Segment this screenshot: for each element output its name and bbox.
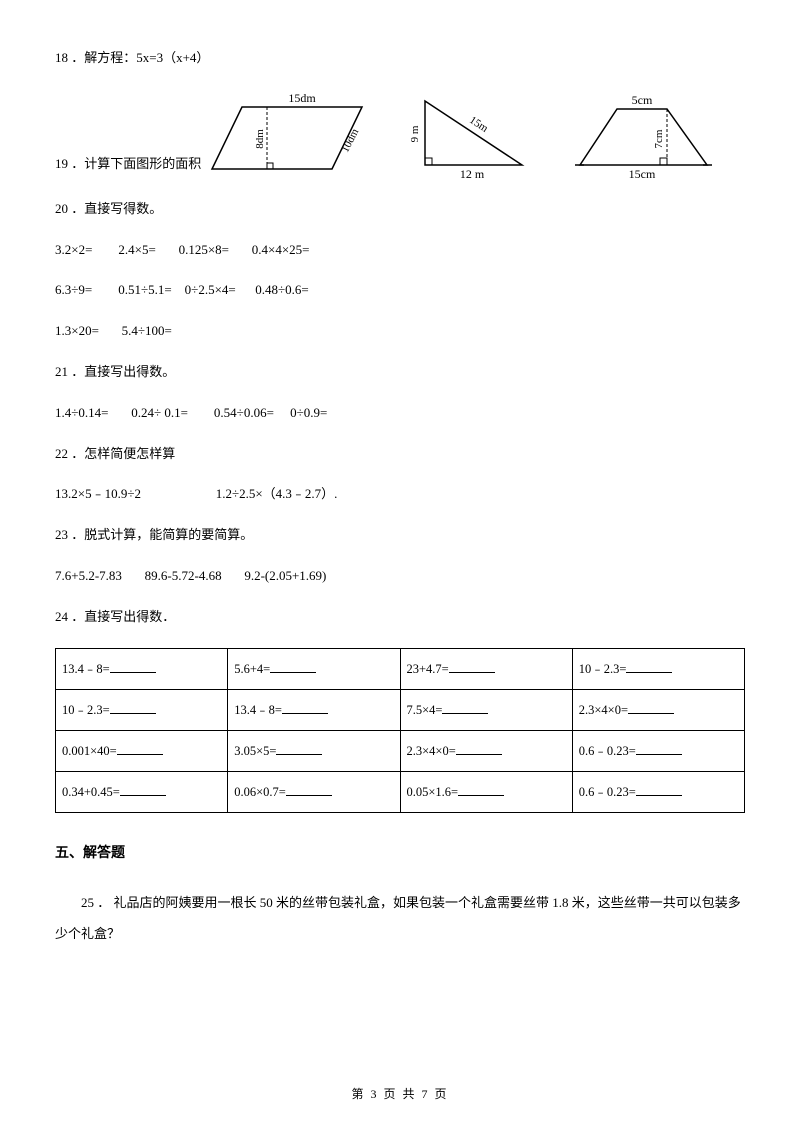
section-5-heading: 五、解答题 — [55, 843, 745, 865]
table-cell: 0.6﹣0.23= — [572, 771, 744, 812]
table-cell: 0.6﹣0.23= — [572, 730, 744, 771]
trap-top-label: 5cm — [632, 93, 653, 107]
q25-text: 25 ． 礼品店的阿姨要用一根长 50 米的丝带包装礼盒，如果包装一个礼盒需要丝… — [55, 887, 745, 949]
table-row: 13.4﹣8= 5.6+4= 23+4.7= 10﹣2.3= — [56, 648, 745, 689]
answer-blank[interactable] — [270, 661, 316, 673]
cell-expression: 13.4﹣8= — [234, 703, 282, 717]
answer-blank[interactable] — [120, 784, 166, 796]
q23-label: 23 ．脱式计算，能简算的要简算。 — [55, 527, 253, 542]
cell-expression: 0.6﹣0.23= — [579, 785, 636, 799]
question-19: 19 ．计算下面图形的面积 15dm 8dm 10dm 9 m 15m 12 m… — [55, 89, 745, 179]
para-right-label: 10dm — [340, 126, 362, 154]
q22-label: 22 ．怎样简便怎样算 — [55, 446, 175, 461]
q20-row3: 1.3×20= 5.4÷100= — [55, 321, 745, 342]
q21-label: 21 ．直接写出得数。 — [55, 364, 175, 379]
table-cell: 2.3×4×0= — [572, 689, 744, 730]
answer-blank[interactable] — [626, 661, 672, 673]
para-height-label: 8dm — [254, 129, 266, 149]
answer-blank[interactable] — [628, 702, 674, 714]
cell-expression: 23+4.7= — [407, 662, 449, 676]
answer-blank[interactable] — [636, 743, 682, 755]
q18-text: 18 ．解方程：5x=3（x+4） — [55, 50, 209, 65]
answer-blank[interactable] — [282, 702, 328, 714]
question-23: 23 ．脱式计算，能简算的要简算。 — [55, 525, 745, 546]
table-cell: 13.4﹣8= — [228, 689, 400, 730]
table-cell: 0.05×1.6= — [400, 771, 572, 812]
question-22: 22 ．怎样简便怎样算 — [55, 444, 745, 465]
triangle-shape: 9 m 15m 12 m — [407, 89, 547, 179]
cell-expression: 3.05×5= — [234, 744, 276, 758]
table-cell: 3.05×5= — [228, 730, 400, 771]
trap-base-label: 15cm — [629, 167, 656, 179]
table-cell: 0.06×0.7= — [228, 771, 400, 812]
q24-table: 13.4﹣8=5.6+4=23+4.7=10﹣2.3=10﹣2.3=13.4﹣8… — [55, 648, 745, 813]
table-cell: 13.4﹣8= — [56, 648, 228, 689]
para-top-label: 15dm — [289, 91, 317, 105]
q20-row2: 6.3÷9= 0.51÷5.1= 0÷2.5×4= 0.48÷0.6= — [55, 280, 745, 301]
answer-blank[interactable] — [110, 661, 156, 673]
q22-row1: 13.2×5﹣10.9÷2 1.2÷2.5×（4.3﹣2.7）. — [55, 484, 745, 505]
table-cell: 0.001×40= — [56, 730, 228, 771]
answer-blank[interactable] — [276, 743, 322, 755]
page-footer: 第 3 页 共 7 页 — [0, 1085, 800, 1104]
table-cell: 10﹣2.3= — [56, 689, 228, 730]
question-24: 24 ．直接写出得数． — [55, 607, 745, 628]
table-cell: 5.6+4= — [228, 648, 400, 689]
answer-blank[interactable] — [458, 784, 504, 796]
q23-row1: 7.6+5.2-7.83 89.6-5.72-4.68 9.2-(2.05+1.… — [55, 566, 745, 587]
shapes-group: 15dm 8dm 10dm 9 m 15m 12 m 5cm 7cm 15cm — [207, 89, 722, 179]
tri-left-label: 9 m — [409, 125, 421, 142]
question-21: 21 ．直接写出得数。 — [55, 362, 745, 383]
q19-text: 19 ．计算下面图形的面积 — [55, 154, 201, 179]
cell-expression: 0.06×0.7= — [234, 785, 286, 799]
question-25: 25 ． 礼品店的阿姨要用一根长 50 米的丝带包装礼盒，如果包装一个礼盒需要丝… — [55, 887, 745, 949]
cell-expression: 10﹣2.3= — [579, 662, 627, 676]
cell-expression: 13.4﹣8= — [62, 662, 110, 676]
table-cell: 10﹣2.3= — [572, 648, 744, 689]
cell-expression: 0.6﹣0.23= — [579, 744, 636, 758]
cell-expression: 0.05×1.6= — [407, 785, 459, 799]
question-18: 18 ．解方程：5x=3（x+4） — [55, 48, 745, 69]
q20-label: 20 ．直接写得数。 — [55, 201, 162, 216]
answer-blank[interactable] — [117, 743, 163, 755]
q24-label: 24 ．直接写出得数． — [55, 609, 175, 624]
table-cell: 23+4.7= — [400, 648, 572, 689]
table-cell: 0.34+0.45= — [56, 771, 228, 812]
question-20: 20 ．直接写得数。 — [55, 199, 745, 220]
cell-expression: 5.6+4= — [234, 662, 270, 676]
cell-expression: 7.5×4= — [407, 703, 443, 717]
cell-expression: 0.34+0.45= — [62, 785, 120, 799]
q20-row1: 3.2×2= 2.4×5= 0.125×8= 0.4×4×25= — [55, 240, 745, 261]
cell-expression: 0.001×40= — [62, 744, 117, 758]
answer-blank[interactable] — [456, 743, 502, 755]
table-row: 10﹣2.3= 13.4﹣8= 7.5×4= 2.3×4×0= — [56, 689, 745, 730]
table-row: 0.001×40= 3.05×5= 2.3×4×0= 0.6﹣0.23= — [56, 730, 745, 771]
parallelogram-shape: 15dm 8dm 10dm — [207, 89, 382, 179]
cell-expression: 2.3×4×0= — [579, 703, 628, 717]
cell-expression: 2.3×4×0= — [407, 744, 456, 758]
answer-blank[interactable] — [636, 784, 682, 796]
table-cell: 2.3×4×0= — [400, 730, 572, 771]
answer-blank[interactable] — [286, 784, 332, 796]
cell-expression: 10﹣2.3= — [62, 703, 110, 717]
answer-blank[interactable] — [442, 702, 488, 714]
q21-row1: 1.4÷0.14= 0.24÷ 0.1= 0.54÷0.06= 0÷0.9= — [55, 403, 745, 424]
answer-blank[interactable] — [449, 661, 495, 673]
answer-blank[interactable] — [110, 702, 156, 714]
tri-base-label: 12 m — [460, 167, 485, 179]
trap-height-label: 7cm — [653, 129, 665, 148]
table-row: 0.34+0.45= 0.06×0.7= 0.05×1.6= 0.6﹣0.23= — [56, 771, 745, 812]
table-cell: 7.5×4= — [400, 689, 572, 730]
trapezoid-shape: 5cm 7cm 15cm — [572, 89, 722, 179]
